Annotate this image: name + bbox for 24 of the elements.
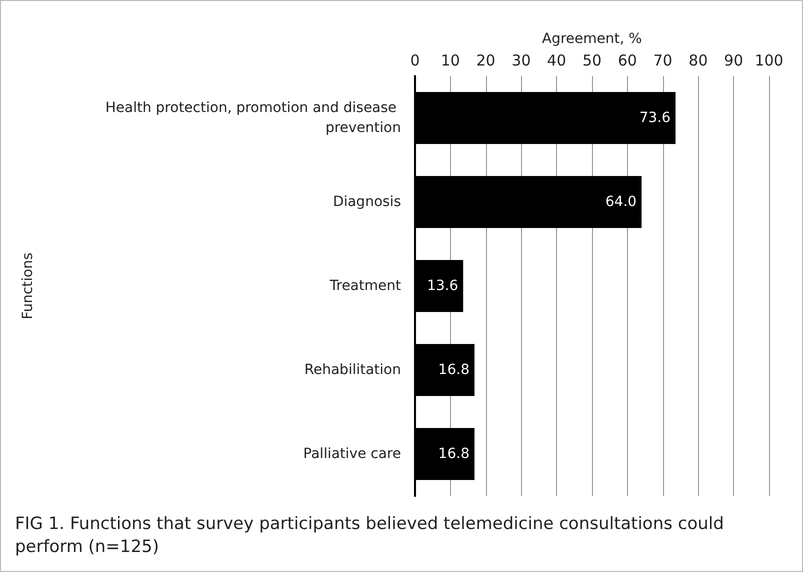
x-tick-label: 80 (688, 52, 708, 70)
x-tick-label: 0 (410, 52, 420, 70)
data-label: 13.6 (426, 278, 458, 294)
x-tick-label: 60 (618, 52, 637, 70)
data-label: 16.8 (438, 446, 470, 462)
y-tick-label: Palliative care (303, 446, 401, 462)
data-label: 64.0 (605, 194, 637, 210)
x-tick-label: 10 (440, 52, 460, 70)
data-label: 73.6 (639, 110, 671, 126)
x-tick-label: 100 (754, 52, 784, 70)
x-tick-label: 70 (653, 52, 672, 70)
data-label: 16.8 (438, 362, 470, 378)
x-tick-label: 90 (724, 52, 744, 70)
y-axis-title: Functions (20, 252, 36, 320)
x-tick-label: 40 (547, 52, 566, 70)
x-tick-label: 50 (582, 52, 602, 70)
y-tick-label: Health protection, promotion and disease prevention (105, 100, 401, 136)
x-tick-label: 20 (476, 52, 496, 70)
y-tick-label: Rehabilitation (304, 362, 401, 378)
y-tick-label: Diagnosis (332, 194, 401, 210)
x-tick-label: 30 (512, 52, 531, 70)
y-tick-label: Treatment (328, 278, 402, 294)
x-axis-title: Agreement, % (542, 31, 642, 47)
caption: FIG 1. Functions that survey participants believed telemedicine consultations could perform (n=125) (15, 513, 725, 559)
